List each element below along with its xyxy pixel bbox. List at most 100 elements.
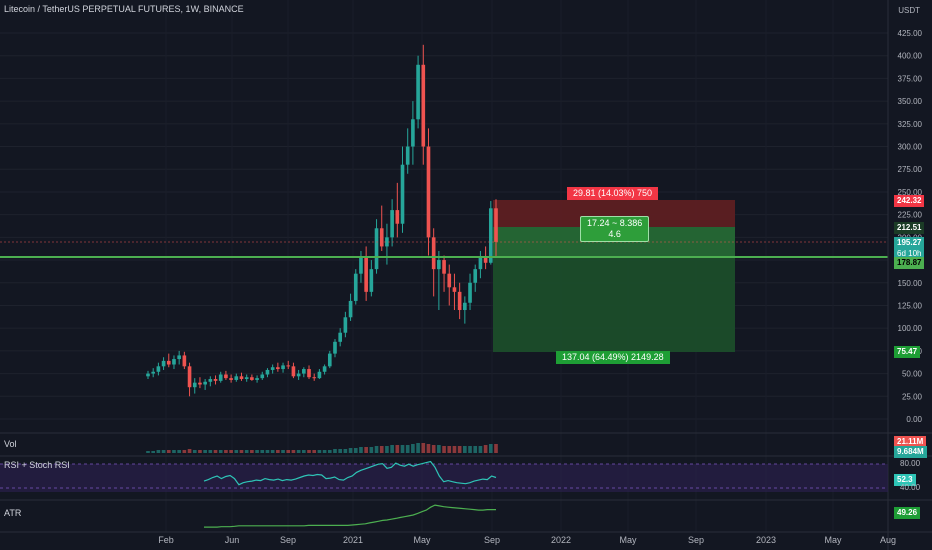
candle-body — [172, 359, 176, 365]
entry-price-tag: 178.87 — [894, 257, 925, 269]
candle-body — [286, 365, 291, 367]
volume-bar — [374, 446, 379, 453]
volume-bar — [338, 449, 342, 453]
volume-bar — [369, 447, 374, 453]
volume-bar — [172, 450, 176, 453]
symbol-title[interactable]: Litecoin / TetherUS PERPETUAL FUTURES, 1… — [4, 4, 244, 14]
volume-bar — [364, 447, 368, 453]
volume-bar — [307, 450, 311, 453]
volume-bar — [494, 444, 498, 453]
time-tick-label: 2023 — [756, 535, 776, 545]
time-tick-label: Sep — [280, 535, 296, 545]
rsi-pane-label[interactable]: RSI + Stoch RSI — [4, 460, 70, 470]
candle-body — [291, 366, 296, 377]
volume-bar — [348, 448, 353, 453]
candle-body — [442, 260, 446, 274]
price-tick-label: 400.00 — [898, 52, 923, 61]
volume-bar — [395, 445, 400, 453]
candle-body — [270, 367, 275, 370]
candle-body — [494, 208, 498, 242]
time-tick-label: Sep — [688, 535, 704, 545]
stop-price-tag: 242.32 — [894, 195, 925, 207]
volume-bar — [239, 450, 244, 453]
position-zones — [493, 200, 735, 352]
candle-body — [395, 210, 400, 224]
candle-body — [182, 355, 187, 367]
candle-body — [224, 374, 228, 379]
volume-bar — [442, 446, 446, 453]
candle-body — [213, 379, 218, 381]
candle-body — [379, 228, 384, 247]
time-tick-label: 2022 — [551, 535, 571, 545]
candle-body — [468, 282, 472, 303]
candle-body — [218, 374, 223, 381]
candle-body — [374, 228, 379, 270]
rsi-line — [203, 460, 497, 486]
volume-bar — [255, 450, 259, 453]
volume-pane-label[interactable]: Vol — [4, 439, 17, 449]
volume-bar — [473, 446, 478, 453]
atr-pane-label[interactable]: ATR — [4, 508, 22, 518]
volume-bar — [411, 444, 415, 453]
candle-body — [317, 371, 322, 379]
currency-label[interactable]: USDT — [898, 6, 920, 15]
candle-body — [146, 373, 150, 377]
volume-bar — [385, 446, 389, 453]
volume-bar — [468, 446, 472, 453]
price-tick-label: 50.00 — [902, 370, 923, 379]
last-price-tag: 195.27 — [894, 237, 925, 249]
volume-bar — [405, 445, 410, 453]
price-tick-label: 300.00 — [898, 143, 923, 152]
volume-bar — [478, 446, 483, 453]
price-tick-label: 250.00 — [898, 188, 923, 197]
candle-body — [276, 367, 280, 370]
rsi-band — [0, 464, 888, 492]
volume-bar — [177, 450, 181, 453]
time-axis-ticks: Feb Jun Sep 2021 May Sep 2022 May Sep 2023 May Aug — [158, 535, 896, 545]
candle-body — [400, 164, 405, 224]
volume-bar — [322, 450, 327, 453]
volume-bar — [276, 450, 280, 453]
price-tick-label: 425.00 — [898, 29, 923, 38]
price-tick-label: 100.00 — [898, 324, 923, 333]
candle-body — [244, 377, 249, 380]
candle-body — [421, 64, 426, 147]
candle-body — [463, 302, 467, 311]
volume-bar — [229, 450, 233, 453]
price-tick-label: 375.00 — [898, 74, 923, 83]
volume-bar — [359, 447, 363, 453]
volume-bar — [291, 450, 296, 453]
candle-body — [203, 381, 207, 385]
candle-body — [260, 374, 265, 379]
volume-bar — [390, 445, 394, 453]
volume-bar — [312, 450, 317, 453]
volume-bar — [151, 451, 156, 453]
volume-bar — [421, 443, 426, 453]
volume-bar — [244, 450, 249, 453]
candle-body — [405, 146, 410, 165]
ratio-label: 17.24 ~ 8.386 4.6 — [580, 216, 650, 242]
volume-bar — [343, 449, 348, 453]
time-tick-label: May — [824, 535, 842, 545]
candle-body — [353, 273, 358, 301]
volume-bar — [400, 445, 405, 453]
candle-body — [338, 332, 342, 342]
candle-body — [302, 369, 306, 374]
volume-lower-tag: 9.684M — [894, 446, 927, 458]
time-tick-label: May — [619, 535, 637, 545]
volume-bar — [327, 450, 332, 453]
candle-body — [322, 366, 327, 372]
volume-bar — [234, 450, 239, 453]
candle-body — [234, 376, 239, 380]
price-tick-label: 150.00 — [898, 279, 923, 288]
volume-upper-tag: 21.11M — [894, 436, 927, 448]
time-tick-label: Jun — [225, 535, 240, 545]
price-tick-label: 25.00 — [902, 392, 923, 401]
time-tick-label: May — [413, 535, 431, 545]
candle-body — [385, 237, 389, 247]
time-tick-label: Feb — [158, 535, 174, 545]
volume-bar — [161, 450, 166, 453]
volume-bar — [250, 450, 254, 453]
volume-bar — [302, 450, 306, 453]
